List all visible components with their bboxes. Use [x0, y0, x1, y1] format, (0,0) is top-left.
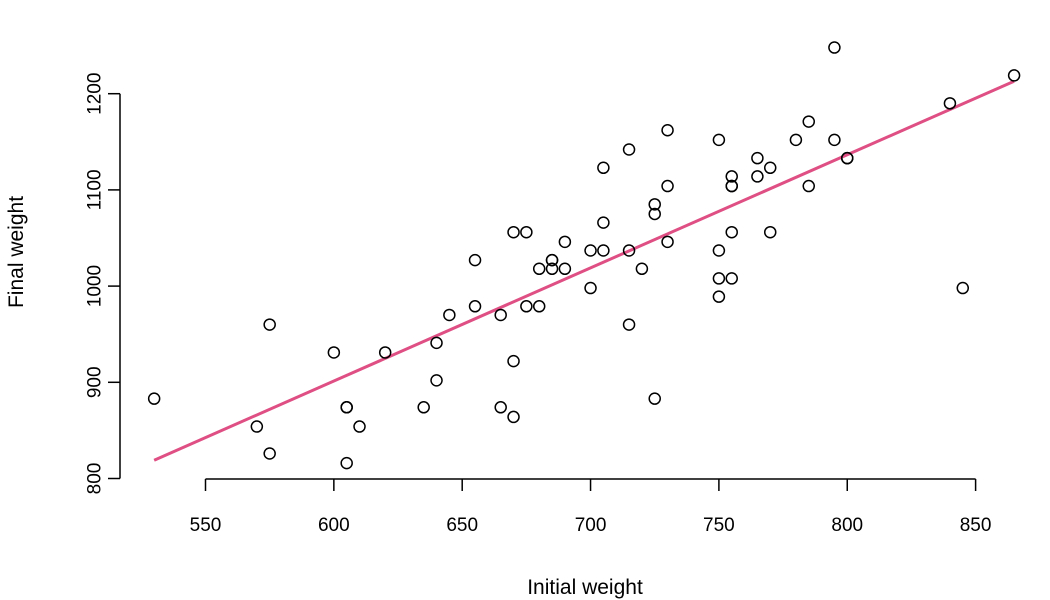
x-tick-label: 550: [190, 515, 222, 536]
data-point: [250, 420, 264, 433]
data-point: [545, 262, 559, 276]
data-point: [622, 318, 636, 331]
y-tick-label: 900: [85, 366, 106, 398]
data-point: [802, 115, 815, 128]
x-tick-label: 700: [575, 515, 607, 536]
data-point: [751, 151, 764, 165]
data-point: [712, 133, 726, 147]
data-point: [956, 281, 970, 295]
data-point: [622, 244, 636, 257]
data-point: [622, 143, 636, 156]
data-point: [597, 244, 610, 257]
data-point: [828, 41, 841, 54]
data-point: [648, 207, 661, 221]
data-point: [725, 272, 738, 285]
data-point: [597, 216, 610, 229]
data-point: [263, 447, 276, 460]
data-point: [558, 235, 572, 249]
data-point: [468, 300, 482, 313]
x-axis-title: Initial weight: [527, 576, 643, 599]
data-point: [532, 262, 546, 276]
x-tick-label: 750: [703, 515, 735, 536]
data-point: [353, 420, 366, 433]
data-point: [648, 392, 661, 405]
data-point: [430, 374, 443, 387]
data-point: [584, 281, 597, 295]
data-point: [802, 179, 815, 193]
data-point: [789, 133, 803, 147]
data-point: [661, 179, 674, 193]
y-axis: 800 900 1000 1100 1200: [85, 73, 121, 495]
data-point: [430, 336, 443, 350]
data-point: [340, 401, 353, 414]
data-point: [597, 161, 610, 175]
data-point: [147, 392, 161, 405]
data-points: [147, 41, 1021, 470]
data-point: [468, 253, 482, 267]
y-tick-label: 1000: [85, 265, 106, 307]
y-axis-title: Final weight: [5, 196, 28, 308]
data-point: [532, 300, 546, 313]
x-axis: 550 600 650 700 750 800 850: [190, 478, 992, 536]
data-point: [340, 456, 353, 470]
x-tick-label: 850: [960, 515, 992, 536]
data-point: [327, 346, 341, 359]
data-point: [378, 346, 392, 359]
x-tick-label: 800: [831, 515, 863, 536]
data-point: [712, 244, 726, 257]
data-point: [635, 262, 649, 276]
data-point: [263, 318, 276, 331]
y-tick-label: 1100: [85, 169, 106, 210]
data-point: [763, 161, 777, 175]
data-point: [661, 235, 674, 249]
data-point: [520, 300, 533, 313]
data-point: [417, 401, 430, 414]
data-point: [828, 133, 841, 147]
data-point: [494, 401, 507, 414]
data-point: [507, 410, 520, 424]
y-tick-label: 1200: [85, 73, 106, 115]
data-point: [751, 170, 764, 183]
data-point: [520, 225, 533, 239]
data-point: [507, 225, 520, 239]
data-point: [841, 151, 854, 165]
data-point: [558, 262, 572, 276]
data-point: [725, 179, 738, 193]
data-point: [584, 244, 597, 257]
data-point: [763, 225, 777, 239]
data-point: [494, 308, 507, 322]
x-tick-label: 650: [446, 515, 478, 536]
data-point: [443, 308, 456, 322]
data-point: [712, 272, 726, 285]
y-tick-label: 800: [85, 463, 106, 495]
data-point: [943, 97, 957, 110]
data-point: [545, 253, 559, 267]
data-point: [712, 290, 726, 303]
regression-line: [153, 79, 1015, 462]
data-point: [648, 198, 661, 211]
data-point: [725, 170, 738, 183]
data-point: [725, 225, 738, 239]
data-point: [1007, 69, 1021, 82]
data-point: [507, 354, 520, 368]
data-point: [661, 124, 674, 137]
x-tick-label: 600: [318, 515, 350, 536]
